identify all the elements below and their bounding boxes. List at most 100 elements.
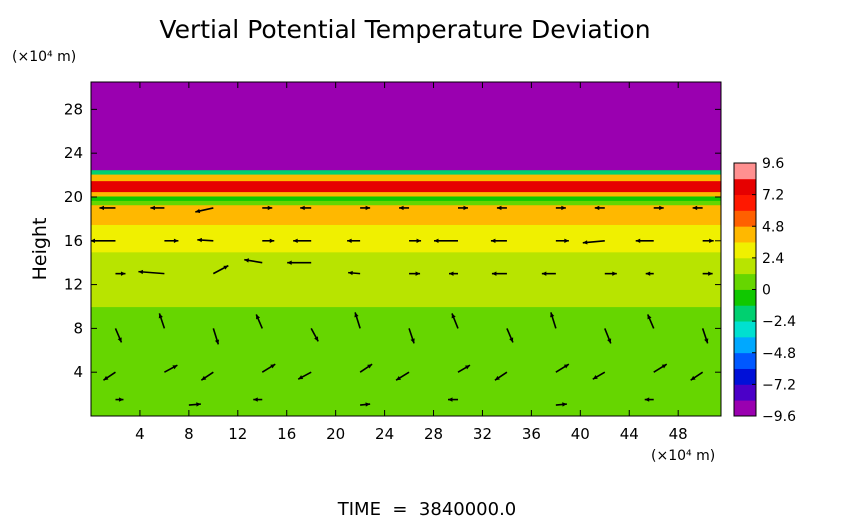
- wind-vector: [408, 328, 415, 344]
- wind-vector: [360, 402, 371, 407]
- y-tick-label: 8: [73, 319, 83, 337]
- colorbar-swatch: [734, 210, 756, 227]
- heatmap-field: [91, 82, 721, 416]
- wind-vector: [395, 371, 410, 381]
- wind-vector: [212, 328, 220, 345]
- wind-vector: [457, 205, 468, 211]
- wind-vector: [293, 238, 312, 243]
- field-band-2: [91, 275, 721, 291]
- wind-vector: [347, 238, 361, 243]
- colorbar-tick-label: 7.2: [762, 188, 784, 204]
- wind-vector: [359, 363, 373, 373]
- wind-vector: [261, 363, 276, 373]
- colorbar-swatch: [734, 368, 756, 385]
- colorbar-swatch: [734, 289, 756, 306]
- wind-vector: [103, 371, 116, 381]
- wind-vector: [692, 205, 703, 211]
- wind-vector: [409, 238, 422, 243]
- wind-vector: [604, 328, 612, 344]
- field-band-4: [91, 224, 721, 253]
- wind-vector: [197, 237, 214, 243]
- colorbar-swatch: [734, 257, 756, 275]
- colorbar: 9.6 7.2 4.8 2.4 0 −2.4 −4.8 −7.2 −9.6: [733, 156, 796, 425]
- y-axis: 4 8 12 16 20 24 28: [64, 100, 721, 381]
- wind-vector: [447, 397, 458, 402]
- field-band-1: [91, 290, 721, 308]
- plot-frame: [90, 81, 722, 417]
- wind-vector: [555, 363, 570, 373]
- colorbar-swatch: [734, 336, 756, 354]
- wind-vector: [457, 364, 471, 373]
- wind-vector: [541, 271, 556, 276]
- colorbar-swatch: [734, 163, 756, 180]
- colorbar-swatch: [734, 400, 756, 417]
- wind-vector: [451, 313, 459, 329]
- x-tick-label: 44: [620, 425, 639, 443]
- wind-vector: [702, 271, 713, 276]
- wind-vector: [399, 205, 410, 211]
- colorbar-swatch: [734, 273, 756, 290]
- x-tick-label: 24: [375, 425, 394, 443]
- wind-vector: [701, 328, 709, 344]
- colorbar-tick-label: −2.4: [762, 314, 796, 330]
- x-tick-label: 20: [326, 425, 345, 443]
- wind-vector: [200, 371, 214, 381]
- field-band-0: [91, 306, 721, 416]
- field-band-12: [91, 82, 721, 171]
- wind-vector: [310, 328, 319, 342]
- chart-title: Vertial Potential Temperature Deviation: [159, 15, 650, 44]
- wind-vector: [494, 371, 508, 381]
- wind-vector: [114, 328, 123, 343]
- wind-vector: [506, 328, 514, 343]
- colorbar-tick-label: 4.8: [762, 219, 784, 235]
- y-tick-label: 16: [64, 232, 83, 250]
- colorbar-swatch: [734, 384, 756, 401]
- wind-vector: [348, 270, 361, 276]
- wind-vector: [653, 363, 668, 373]
- wind-vector: [262, 205, 273, 211]
- colorbar-tick-label: 2.4: [762, 251, 784, 267]
- colorbar-swatch: [734, 178, 756, 196]
- x-tick-label: 48: [669, 425, 688, 443]
- wind-vector: [115, 397, 124, 402]
- colorbar-swatch: [734, 194, 756, 211]
- wind-vector: [164, 238, 179, 243]
- x-tick-label: 28: [424, 425, 443, 443]
- wind-vector: [604, 271, 617, 276]
- wind-vector: [164, 364, 178, 373]
- x-tick-label: 8: [184, 425, 194, 443]
- y-axis-label: Height: [29, 218, 51, 281]
- wind-vector: [644, 397, 654, 402]
- wind-vector: [555, 402, 567, 407]
- colorbar-swatch: [734, 242, 756, 259]
- field-band-11: [91, 169, 721, 175]
- field-band-8: [91, 191, 721, 197]
- colorbar-swatch: [734, 305, 756, 322]
- field-band-9: [91, 180, 721, 193]
- y-tick-label: 24: [64, 144, 83, 162]
- wind-vector: [690, 371, 704, 381]
- colorbar-tick-label: −9.6: [762, 409, 796, 425]
- y-tick-label: 28: [64, 100, 83, 118]
- colorbar-tick-label: 9.6: [762, 156, 784, 172]
- wind-vector: [253, 397, 263, 402]
- y-axis-unit: (×10⁴ m): [12, 49, 76, 65]
- wind-vector: [646, 314, 655, 329]
- wind-vector: [255, 314, 263, 329]
- wind-vector: [496, 205, 507, 211]
- wind-vector: [244, 258, 263, 264]
- wind-vector: [158, 313, 166, 329]
- wind-vector: [354, 312, 361, 329]
- wind-vector: [195, 207, 214, 214]
- colorbar-swatch: [734, 352, 756, 369]
- x-tick-label: 40: [571, 425, 590, 443]
- x-tick-label: 12: [228, 425, 247, 443]
- colorbar-swatch: [734, 226, 756, 243]
- colorbar-tick-label: 0: [762, 283, 771, 299]
- wind-vector: [491, 271, 507, 276]
- wind-vector: [262, 238, 275, 243]
- wind-vector: [592, 371, 606, 380]
- wind-vector: [490, 238, 507, 243]
- wind-vector: [653, 205, 664, 211]
